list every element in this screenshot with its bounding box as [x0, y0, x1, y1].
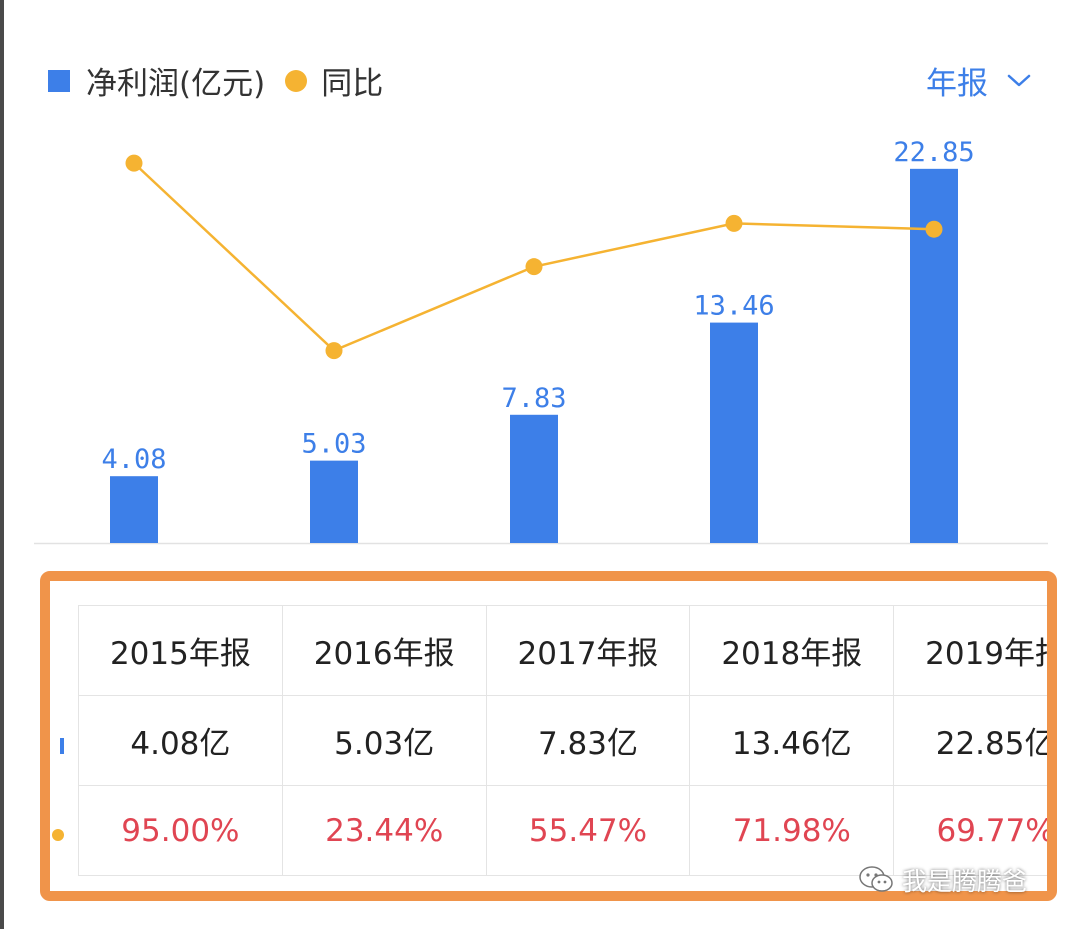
net-profit-chart: 4.08 5.03 7.83 13.46 22.85 [34, 137, 1048, 545]
table-cell-yoy: 69.77% [893, 785, 1047, 876]
table-cell-net-profit: 5.03亿 [281, 695, 487, 786]
data-table: 2015年报 2016年报 2017年报 2018年报 2019年报 4.08亿… [78, 605, 1047, 876]
table-cell-yoy: 95.00% [78, 785, 283, 876]
bar-net-profit [110, 476, 158, 543]
bar-data-label: 5.03 [301, 429, 366, 460]
bar-data-label: 22.85 [893, 137, 974, 168]
table-row-yoy: 95.00% 23.44% 55.47% 71.98% 69.77% [78, 785, 1047, 876]
line-yoy [133, 162, 935, 353]
period-selector-label: 年报 [926, 66, 988, 102]
chevron-down-icon [1007, 74, 1031, 86]
line-point-yoy [125, 154, 143, 172]
table-cell-yoy: 71.98% [689, 785, 895, 876]
table-header-cell: 2019年报 [893, 605, 1047, 696]
table-header-cell: 2017年报 [485, 605, 691, 696]
table-cell-net-profit: 13.46亿 [689, 695, 895, 786]
watermark-text: 我是腾腾爸 [902, 867, 1028, 896]
period-selector[interactable]: 年报 [926, 58, 1032, 103]
table-cell-net-profit: 7.83亿 [485, 695, 691, 786]
line-point-yoy [925, 220, 943, 238]
legend-line-swatch [285, 69, 308, 92]
row-marker-net-profit [60, 738, 64, 754]
table-header-cell: 2015年报 [78, 605, 283, 696]
table-header-cell: 2018年报 [689, 605, 895, 696]
bar-net-profit [710, 322, 758, 543]
table-cell-yoy: 23.44% [281, 785, 487, 876]
screen-edge [0, 0, 4, 929]
bar-data-label: 4.08 [101, 444, 166, 475]
bar-data-label: 13.46 [693, 291, 774, 322]
table-header-cell: 2016年报 [281, 605, 487, 696]
data-table-frame: 2015年报 2016年报 2017年报 2018年报 2019年报 4.08亿… [40, 571, 1057, 901]
legend-label-yoy: 同比 [321, 66, 384, 102]
chart-legend: 净利润(亿元) 同比 [48, 58, 383, 103]
bar-data-label: 7.83 [501, 383, 566, 414]
wechat-icon [859, 866, 893, 892]
bar-net-profit [310, 460, 358, 543]
legend-label-net-profit: 净利润(亿元) [86, 66, 266, 102]
line-point-yoy [325, 342, 343, 360]
legend-bar-swatch [48, 69, 70, 92]
table-header-row: 2015年报 2016年报 2017年报 2018年报 2019年报 [78, 605, 1047, 696]
table-cell-yoy: 55.47% [485, 785, 691, 876]
line-point-yoy [525, 258, 543, 276]
table-row-net-profit: 4.08亿 5.03亿 7.83亿 13.46亿 22.85亿 [78, 695, 1047, 786]
table-cell-net-profit: 22.85亿 [893, 695, 1047, 786]
table-cell-net-profit: 4.08亿 [78, 695, 283, 786]
watermark: 我是腾腾爸 [858, 862, 1027, 898]
row-marker-yoy [52, 829, 64, 841]
bar-net-profit [510, 414, 558, 543]
line-point-yoy [725, 214, 743, 232]
